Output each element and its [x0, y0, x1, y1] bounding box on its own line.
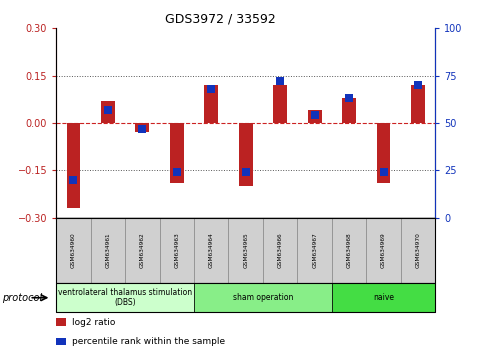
Bar [101, 101, 115, 123]
Point [173, 170, 181, 175]
Text: GSM634964: GSM634964 [208, 233, 213, 268]
Point [207, 86, 215, 92]
Text: GSM634970: GSM634970 [415, 233, 420, 268]
Bar [238, 123, 252, 186]
Point [104, 107, 112, 113]
Bar [135, 123, 149, 132]
Bar [66, 123, 80, 208]
Text: GDS3972 / 33592: GDS3972 / 33592 [164, 12, 275, 25]
Bar [410, 85, 424, 123]
Text: GSM634962: GSM634962 [140, 233, 144, 268]
Point [379, 170, 386, 175]
Text: log2 ratio: log2 ratio [72, 318, 115, 327]
Bar [342, 98, 355, 123]
Text: GSM634968: GSM634968 [346, 233, 351, 268]
Point [242, 170, 249, 175]
Bar [204, 85, 218, 123]
Point [345, 96, 352, 101]
Text: GSM634966: GSM634966 [277, 233, 282, 268]
Bar [307, 110, 321, 123]
Bar [170, 123, 183, 183]
Text: GSM634963: GSM634963 [174, 233, 179, 268]
Point [310, 113, 318, 118]
Text: GSM634967: GSM634967 [311, 233, 317, 268]
Text: GSM634969: GSM634969 [380, 233, 385, 268]
Point [413, 82, 421, 88]
Text: protocol: protocol [2, 293, 42, 303]
Point [69, 177, 77, 183]
Text: percentile rank within the sample: percentile rank within the sample [72, 337, 224, 346]
Text: sham operation: sham operation [232, 293, 292, 302]
Text: GSM634965: GSM634965 [243, 233, 248, 268]
Point [138, 126, 146, 132]
Text: naive: naive [372, 293, 393, 302]
Text: GSM634960: GSM634960 [71, 233, 76, 268]
Bar [376, 123, 389, 183]
Point [276, 79, 284, 84]
Text: ventrolateral thalamus stimulation
(DBS): ventrolateral thalamus stimulation (DBS) [58, 288, 192, 307]
Bar [273, 85, 286, 123]
Text: GSM634961: GSM634961 [105, 233, 110, 268]
